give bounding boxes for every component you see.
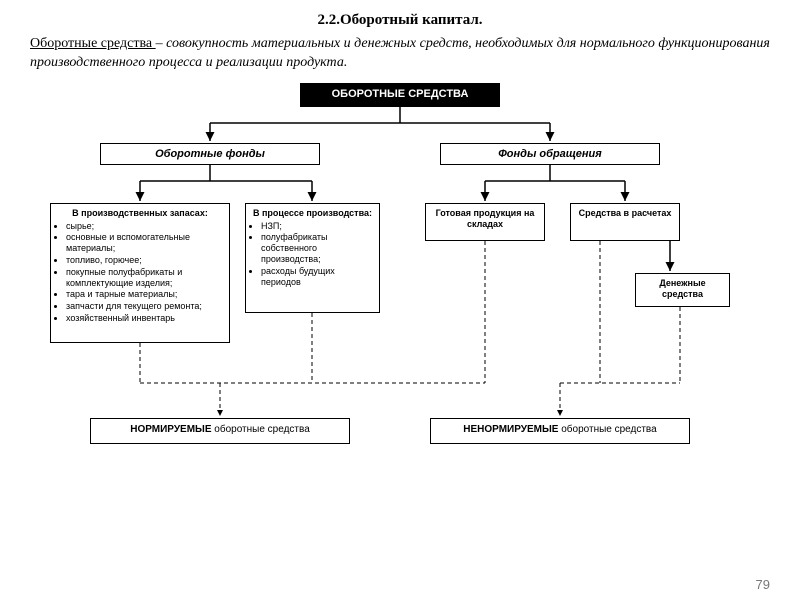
list-item: топливо, горючее;: [66, 255, 224, 266]
node-process: В процессе производства: НЗП;полуфабрика…: [245, 203, 380, 313]
list-item: тара и тарные материалы;: [66, 289, 224, 300]
node-stocks-header: В производственных запасах:: [56, 208, 224, 219]
node-root: ОБОРОТНЫЕ СРЕДСТВА: [300, 83, 500, 107]
list-item: покупные полуфабрикаты и комплектующие и…: [66, 267, 224, 289]
list-item: НЗП;: [261, 221, 374, 232]
node-oborot-fondy: Оборотные фонды: [100, 143, 320, 165]
node-normiruemye: НОРМИРУЕМЫЕ оборотные средства: [90, 418, 350, 444]
norm-bold: НОРМИРУЕМЫЕ: [130, 424, 211, 435]
page-number: 79: [756, 577, 770, 592]
list-item: полуфабрикаты собственного производства;: [261, 232, 374, 264]
node-money: Денежные средства: [635, 273, 730, 307]
nenorm-tail: оборотные средства: [558, 424, 656, 435]
node-stocks-list: сырье;основные и вспомогательные материа…: [56, 221, 224, 324]
node-settlements: Средства в расчетах: [570, 203, 680, 241]
list-item: основные и вспомогательные материалы;: [66, 232, 224, 254]
diagram-container: ОБОРОТНЫЕ СРЕДСТВА Оборотные фонды Фонды…: [30, 83, 770, 503]
nenorm-bold: НЕНОРМИРУЕМЫЕ: [463, 424, 558, 435]
list-item: хозяйственный инвентарь: [66, 313, 224, 324]
node-ready: Готовая продукция на складах: [425, 203, 545, 241]
definition-term: Оборотные средства: [30, 36, 156, 51]
norm-tail: оборотные средства: [212, 424, 310, 435]
node-process-list: НЗП;полуфабрикаты собственного производс…: [251, 221, 374, 288]
node-stocks: В производственных запасах: сырье;основн…: [50, 203, 230, 343]
list-item: запчасти для текущего ремонта;: [66, 301, 224, 312]
section-title: 2.2.Оборотный капитал.: [30, 12, 770, 29]
node-nenormiruemye: НЕНОРМИРУЕМЫЕ оборотные средства: [430, 418, 690, 444]
definition-text: Оборотные средства – совокупность матери…: [30, 35, 770, 73]
list-item: сырье;: [66, 221, 224, 232]
list-item: расходы будущих периодов: [261, 266, 374, 288]
node-fondy-obr: Фонды обращения: [440, 143, 660, 165]
node-process-header: В процессе производства:: [251, 208, 374, 219]
